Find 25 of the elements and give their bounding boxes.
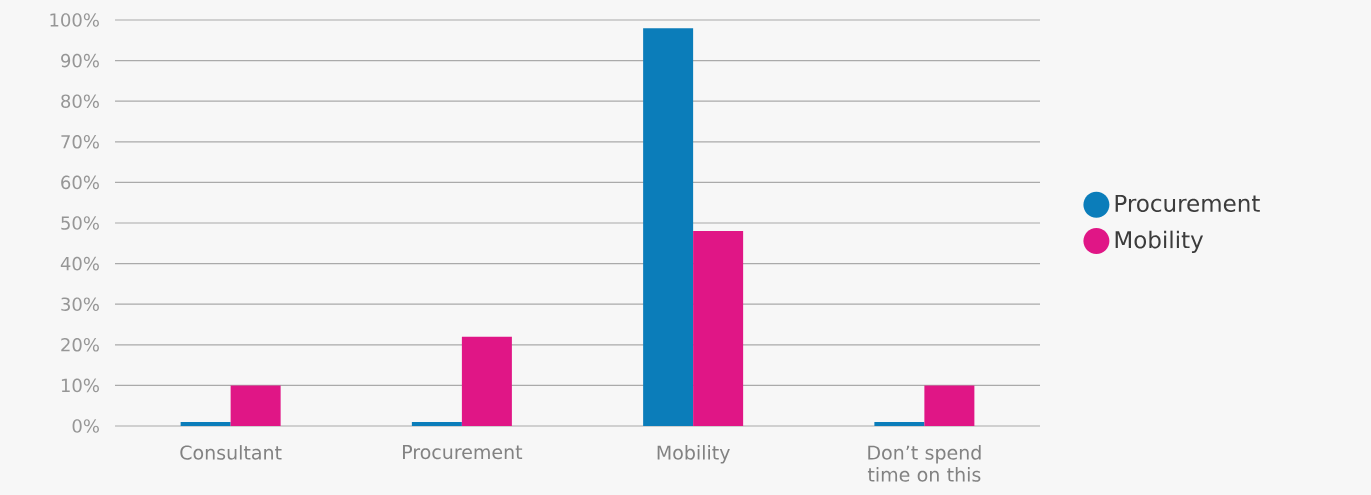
x-tick-label: Consultant <box>180 445 282 460</box>
y-tick-label: 50% <box>61 216 99 230</box>
x-tick-label: Mobility <box>657 445 730 464</box>
y-tick-label: 80% <box>61 94 99 109</box>
legend-label: Procurement <box>1115 194 1260 212</box>
y-tick-label: 0% <box>72 419 99 433</box>
y-tick-label: 30% <box>61 297 99 312</box>
bar <box>230 385 281 427</box>
bar <box>693 231 744 427</box>
y-tick-label: 20% <box>61 337 99 352</box>
bar <box>180 421 231 427</box>
y-tick-label: 40% <box>60 256 99 271</box>
bar <box>461 336 512 427</box>
y-tick-label: 100% <box>50 13 99 27</box>
bar <box>874 421 925 427</box>
bar <box>924 385 975 427</box>
y-tick-label: 60% <box>61 175 99 190</box>
y-tick-label: 70% <box>61 134 99 149</box>
x-tick-label: Procurement <box>403 445 523 460</box>
legend-label: Mobility <box>1115 230 1204 253</box>
bar <box>643 28 694 427</box>
y-tick-label: 90% <box>61 53 99 68</box>
x-tick-label: Don’t spend time on this <box>867 445 981 482</box>
y-tick-label: 10% <box>61 378 99 393</box>
bar <box>411 421 462 427</box>
